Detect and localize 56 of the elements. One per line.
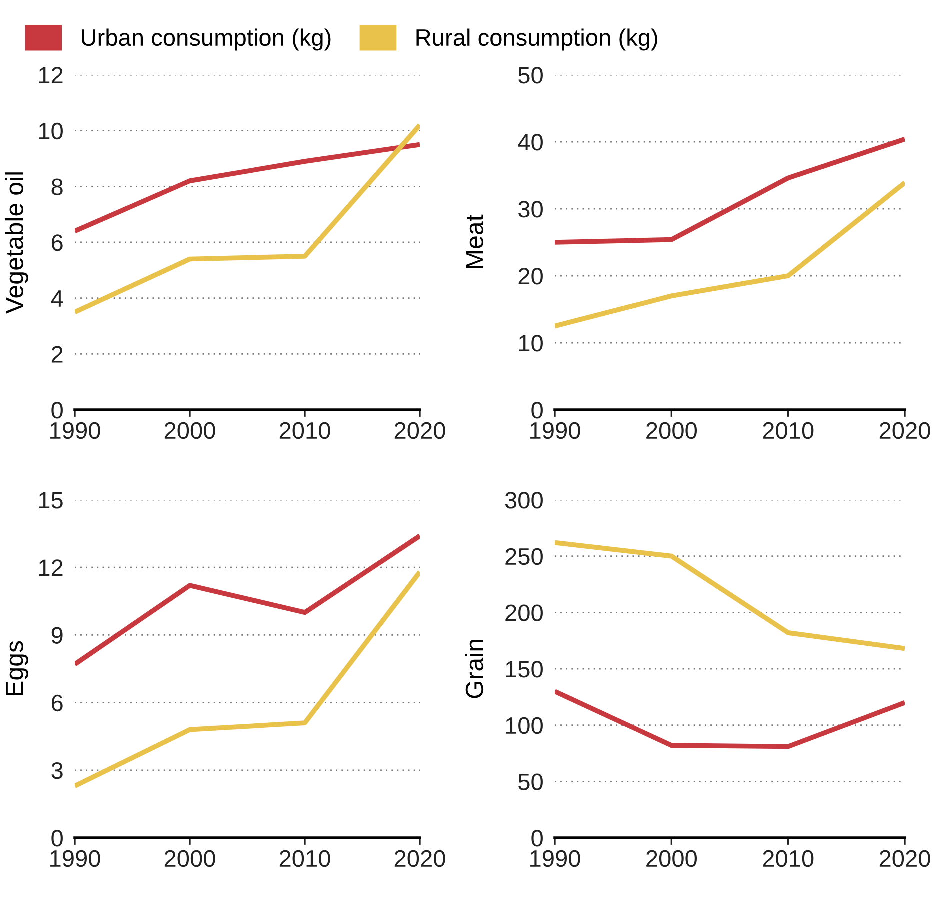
- y-tick-label: 40: [518, 134, 543, 151]
- y-tick-label: 2: [52, 346, 63, 363]
- y-tick-label: 30: [518, 201, 543, 218]
- x-tick-label: 2020: [880, 850, 930, 868]
- x-tick-label: 2020: [394, 422, 446, 440]
- x-tick-label: 1990: [530, 422, 580, 440]
- y-tick-label: 15: [39, 492, 63, 509]
- y-tick-label: 8: [52, 178, 63, 196]
- y-tick-label: 4: [51, 290, 64, 307]
- x-tick-label: 2010: [763, 422, 814, 440]
- y-tick-label: 50: [518, 774, 543, 790]
- y-tick-label: 0: [532, 830, 543, 847]
- x-tick-label: 1990: [530, 850, 580, 868]
- x-tick-label: 2010: [280, 850, 330, 868]
- line-series: [75, 534, 420, 667]
- line-series: [75, 122, 420, 315]
- x-tick-label: 2000: [164, 850, 216, 868]
- line-series: [555, 136, 905, 245]
- legend-label: Rural consumption (kg): [416, 28, 658, 51]
- y-tick-label: 300: [505, 492, 543, 509]
- y-axis-title: Grain: [465, 640, 484, 698]
- y-tick-label: 250: [506, 548, 543, 566]
- y-tick-label: 10: [39, 122, 63, 140]
- x-tick-label: 2000: [646, 422, 698, 440]
- y-tick-label: 6: [52, 694, 63, 712]
- y-axis-title: Eggs: [6, 641, 28, 696]
- y-tick-label: 100: [506, 717, 543, 734]
- x-tick-label: 1990: [50, 422, 100, 440]
- x-tick-label: 2010: [763, 850, 814, 868]
- line-series: [75, 142, 420, 234]
- y-tick-label: 10: [519, 335, 543, 352]
- line-series: [555, 540, 905, 652]
- y-tick-label: 12: [39, 67, 63, 84]
- y-tick-label: 0: [532, 402, 543, 419]
- y-tick-label: 9: [52, 627, 63, 644]
- y-axis-title: Meat: [466, 214, 484, 268]
- y-tick-label: 12: [39, 560, 63, 576]
- y-tick-label: 150: [506, 661, 543, 678]
- y-tick-label: 6: [52, 234, 63, 252]
- x-tick-label: 2010: [280, 422, 330, 440]
- x-tick-label: 2000: [164, 422, 216, 440]
- line-series: [555, 689, 905, 750]
- x-tick-label: 1990: [50, 850, 100, 868]
- y-axis-title: Vegetable oil: [5, 172, 28, 314]
- y-tick-label: 0: [52, 830, 63, 847]
- y-tick-label: 3: [52, 762, 63, 780]
- line-series: [75, 570, 420, 789]
- x-tick-label: 2020: [394, 850, 446, 868]
- y-tick-label: 0: [52, 402, 63, 419]
- x-tick-label: 2000: [646, 850, 698, 868]
- x-tick-label: 2020: [880, 422, 930, 440]
- y-tick-label: 20: [518, 268, 543, 285]
- line-series: [555, 180, 905, 329]
- y-tick-label: 50: [518, 67, 543, 84]
- legend-label: Urban consumption (kg): [82, 28, 331, 51]
- y-tick-label: 200: [506, 604, 543, 622]
